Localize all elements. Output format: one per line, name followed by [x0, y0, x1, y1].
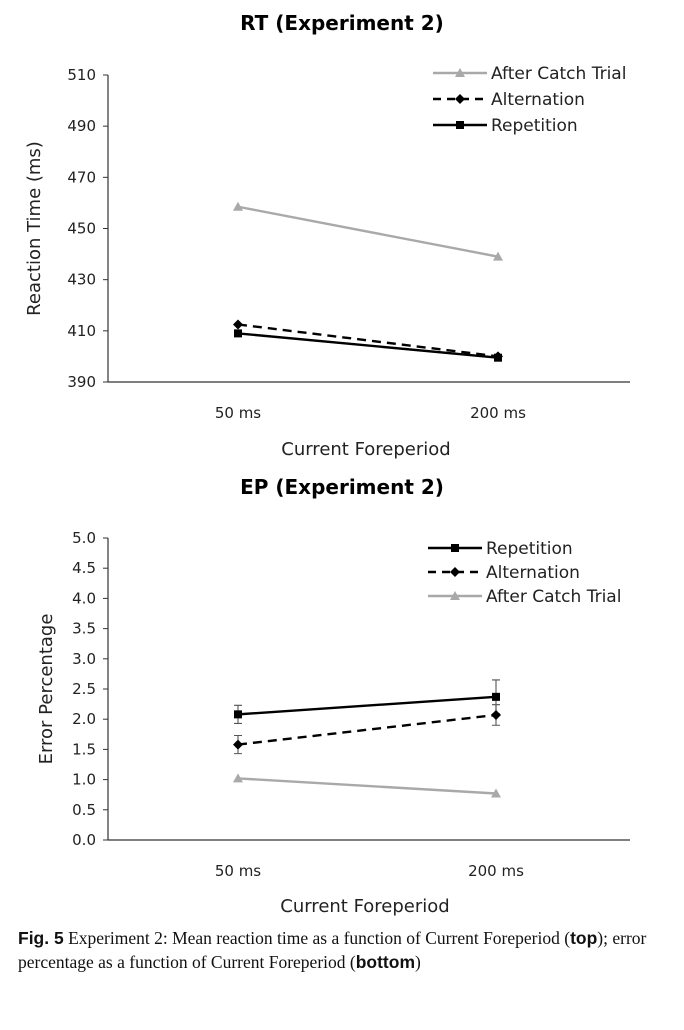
ep-point-alternation — [491, 709, 501, 720]
ep-legend-label-repetition: Repetition — [486, 539, 573, 559]
ep-point-repetition — [234, 710, 242, 719]
ep-chart-title: EP (Experiment 2) — [240, 475, 444, 499]
rt-legend-marker-repetition — [456, 121, 464, 129]
rt-chart-svg: RT (Experiment 2) 390 410 430 450 470 490 510 50… — [24, 11, 630, 460]
rt-y-tick-label: 450 — [67, 220, 96, 238]
rt-legend-marker-alternation — [455, 94, 465, 104]
ep-y-tick-label: 1.0 — [72, 771, 96, 789]
ep-legend-label-after-catch-trial: After Catch Trial — [486, 587, 621, 607]
rt-legend-label-repetition: Repetition — [491, 116, 578, 136]
rt-series-after-catch-trial — [233, 201, 503, 261]
ep-point-repetition — [492, 692, 500, 701]
ep-y-axis-label: Error Percentage — [36, 614, 57, 765]
rt-legend-label-after-catch-trial: After Catch Trial — [491, 64, 626, 84]
ep-point-after-catch-trial — [491, 788, 501, 798]
rt-point-alternation — [233, 319, 243, 330]
ep-chart-svg: EP (Experiment 2) 0.0 0.5 1.0 1.5 2.0 2.5 3.0 3.… — [36, 475, 630, 917]
ep-series-line-after-catch-trial — [237, 777, 497, 795]
rt-x-axis-label: Current Foreperiod — [281, 439, 450, 460]
caption-bottom-word: bottom — [355, 952, 416, 972]
ep-y-tick-label: 0.0 — [72, 831, 96, 849]
rt-x-tick-label: 200 ms — [470, 404, 526, 422]
rt-point-after-catch-trial — [233, 201, 243, 211]
rt-legend-marker-after-catch-trial — [455, 68, 465, 77]
rt-series-line-alternation — [237, 323, 499, 358]
ep-legend-item-after-catch-trial: After Catch Trial — [428, 587, 621, 607]
rt-legend-item-alternation: Alternation — [433, 90, 585, 110]
ep-y-tick-label: 3.0 — [72, 650, 96, 668]
caption-text-1: Experiment 2: Mean reaction time as a fu… — [63, 928, 571, 948]
ep-legend-marker-repetition — [451, 544, 459, 552]
ep-legend-item-alternation: Alternation — [428, 563, 580, 583]
rt-series-line-repetition — [237, 332, 499, 359]
rt-y-axis-label: Reaction Time (ms) — [24, 141, 45, 316]
rt-x-tick-label: 50 ms — [215, 404, 261, 422]
rt-legend-item-repetition: Repetition — [433, 116, 578, 136]
ep-x-tick-label: 200 ms — [468, 862, 524, 880]
ep-y-tick-label: 2.0 — [72, 710, 96, 728]
ep-x-tick-label: 50 ms — [215, 862, 261, 880]
ep-y-tick-label: 2.5 — [72, 680, 96, 698]
ep-series-repetition — [234, 679, 500, 724]
rt-series-repetition — [234, 329, 502, 362]
ep-legend-label-alternation: Alternation — [486, 563, 580, 583]
ep-point-alternation — [233, 739, 243, 750]
rt-series-line-after-catch-trial — [237, 205, 499, 258]
rt-point-repetition — [494, 353, 502, 362]
rt-y-tick-label: 510 — [67, 66, 96, 84]
rt-chart: RT (Experiment 2) 390 410 430 450 470 490 510 50… — [0, 0, 684, 470]
rt-point-after-catch-trial — [493, 251, 503, 261]
ep-y-tick-label: 3.5 — [72, 620, 96, 638]
ep-x-axis-label: Current Foreperiod — [280, 896, 449, 917]
ep-y-tick-label: 4.5 — [72, 559, 96, 577]
rt-y-tick-label: 390 — [67, 373, 96, 391]
rt-y-tick-label: 410 — [67, 322, 96, 340]
rt-legend-label-alternation: Alternation — [491, 90, 585, 110]
ep-series-line-repetition — [237, 695, 497, 716]
ep-y-tick-label: 4.0 — [72, 589, 96, 607]
ep-legend-marker-alternation — [450, 567, 460, 577]
rt-y-tick-label: 430 — [67, 271, 96, 289]
ep-legend-marker-after-catch-trial — [450, 591, 460, 600]
rt-y-tick-label: 470 — [67, 168, 96, 186]
ep-chart: EP (Experiment 2) 0.0 0.5 1.0 1.5 2.0 2.5 3.0 3.… — [0, 470, 684, 920]
rt-legend-item-after-catch-trial: After Catch Trial — [433, 64, 626, 84]
caption-text-3: ) — [415, 952, 421, 972]
ep-y-tick-label: 5.0 — [72, 529, 96, 547]
ep-point-after-catch-trial — [233, 773, 243, 783]
rt-y-tick-label: 490 — [67, 117, 96, 135]
caption-top-word: top — [570, 928, 598, 948]
ep-series-alternation — [233, 704, 501, 755]
ep-y-tick-label: 1.5 — [72, 740, 96, 758]
rt-point-repetition — [234, 329, 242, 338]
figure-caption: Fig. 5 Experiment 2: Mean reaction time … — [18, 926, 658, 974]
ep-y-tick-label: 0.5 — [72, 801, 96, 819]
ep-legend-item-repetition: Repetition — [428, 539, 573, 559]
caption-text-2: ); error percentage as a function of Cur… — [18, 928, 647, 972]
ep-series-after-catch-trial — [233, 773, 501, 798]
rt-chart-title: RT (Experiment 2) — [240, 11, 444, 35]
ep-series-line-alternation — [237, 713, 497, 746]
figure-label: Fig. 5 — [18, 928, 64, 948]
